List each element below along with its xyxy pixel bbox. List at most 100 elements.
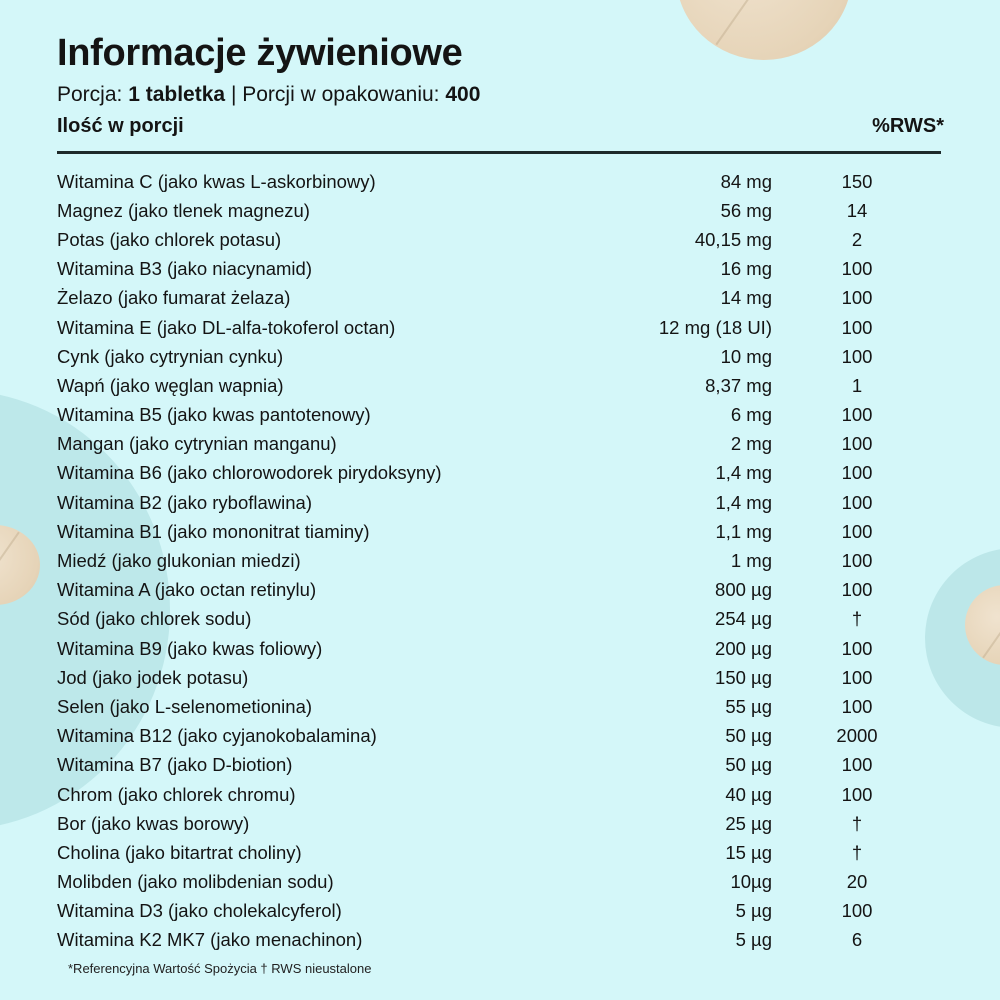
nutrient-rws: 100 [841,462,873,484]
nutrient-name: Molibden (jako molibdenian sodu) [57,871,334,893]
nutrient-rws: 150 [841,170,873,192]
nutrient-amount: 40 µg [725,783,772,805]
table-row: Molibden (jako molibdenian sodu) 10µg 20 [57,868,942,897]
nutrient-name: Mangan (jako cytrynian manganu) [57,433,337,455]
nutrient-name: Cynk (jako cytrynian cynku) [57,345,284,367]
table-row: Witamina B12 (jako cyjanokobalamina) 50 µ… [57,722,942,751]
nutrient-rws: 1 [851,374,863,396]
nutrient-amount: 14 mg [720,287,772,309]
page-title: Informacje żywieniowe [57,32,463,74]
nutrient-amount: 10µg [730,871,772,893]
nutrient-amount: 1 mg [730,550,772,572]
table-row: Witamina B7 (jako D-biotion) 50 µg 100 [57,751,942,780]
nutrient-amount: 150 µg [715,666,772,688]
nutrient-amount: 1,4 mg [715,491,772,513]
nutrient-rws: 100 [841,258,873,280]
nutrient-name: Witamina K2 MK7 (jako menachinon) [57,929,363,951]
nutrient-name: Jod (jako jodek potasu) [57,666,249,688]
nutrient-amount: 6 mg [730,404,772,426]
nutrient-amount: 25 µg [725,812,772,834]
nutrient-amount: 40,15 mg [694,228,772,250]
nutrient-rws: 100 [841,900,873,922]
nutrient-name: Witamina A (jako octan retinylu) [57,579,317,601]
nutrient-rws: 100 [841,345,873,367]
nutrient-name: Potas (jako chlorek potasu) [57,228,282,250]
table-row: Chrom (jako chlorek chromu) 40 µg 100 [57,780,942,809]
table-header: Ilość w porcji %RWS* [57,112,944,140]
nutrient-rws: 100 [841,637,873,659]
nutrient-rws: † [851,841,863,863]
table-row: Wapń (jako węglan wapnia) 8,37 mg 1 [57,371,942,400]
nutrient-name: Witamina B5 (jako kwas pantotenowy) [57,404,371,426]
nutrient-amount: 84 mg [720,170,772,192]
nutrient-name: Bor (jako kwas borowy) [57,812,250,834]
table-row: Żelazo (jako fumarat żelaza) 14 mg 100 [57,284,942,313]
footnote: *Referencyjna Wartość Spożycia † RWS nie… [68,961,372,976]
nutrient-amount: 5 µg [735,929,772,951]
nutrient-name: Witamina D3 (jako cholekalcyferol) [57,900,342,922]
header-divider [57,151,941,154]
nutrient-rws: 100 [841,433,873,455]
table-row: Witamina B2 (jako ryboflawina) 1,4 mg 100 [57,488,942,517]
nutrient-name: Żelazo (jako fumarat żelaza) [57,287,291,309]
per-package-label: Porcji w opakowaniu: [242,83,440,106]
nutrient-rws: 100 [841,754,873,776]
amount-column-header: Ilość w porcji [57,115,184,137]
nutrient-name: Wapń (jako węglan wapnia) [57,374,284,396]
nutrient-rws: 100 [841,287,873,309]
nutrient-name: Miedź (jako glukonian miedzi) [57,550,301,572]
table-row: Selen (jako L-selenometionina) 55 µg 100 [57,692,942,721]
table-row: Witamina D3 (jako cholekalcyferol) 5 µg 10… [57,897,942,926]
nutrient-name: Witamina B2 (jako ryboflawina) [57,491,312,513]
table-row: Magnez (jako tlenek magnezu) 56 mg 14 [57,196,942,225]
nutrient-amount: 50 µg [725,754,772,776]
nutrient-rws: 100 [841,695,873,717]
nutrient-rws: 100 [841,550,873,572]
nutrient-amount: 2 mg [730,433,772,455]
nutrient-rws: 2 [851,228,863,250]
table-row: Witamina B6 (jako chlorowodorek pirydoks… [57,459,942,488]
nutrient-amount: 16 mg [720,258,772,280]
per-package-value: 400 [445,83,481,106]
nutrient-amount: 800 µg [715,579,772,601]
table-row: Bor (jako kwas borowy) 25 µg † [57,809,942,838]
table-row: Jod (jako jodek potasu) 150 µg 100 [57,663,942,692]
nutrient-name: Witamina B6 (jako chlorowodorek pirydoks… [57,462,442,484]
table-row: Witamina B5 (jako kwas pantotenowy) 6 mg 1… [57,401,942,430]
nutrient-amount: 50 µg [725,725,772,747]
table-row: Witamina C (jako kwas L-askorbinowy) 84 m… [57,167,942,196]
nutrient-rws: 100 [841,491,873,513]
nutrient-table: Witamina C (jako kwas L-askorbinowy) 84 m… [57,167,942,955]
nutrient-rws: 2000 [836,725,878,747]
nutrient-rws: 20 [846,871,868,893]
table-row: Witamina K2 MK7 (jako menachinon) 5 µg 6 [57,926,942,955]
nutrient-name: Selen (jako L-selenometionina) [57,695,313,717]
nutrient-name: Sód (jako chlorek sodu) [57,608,252,630]
nutrition-facts-panel: Informacje żywieniowe Porcja: 1 tabletka… [57,30,944,955]
nutrient-name: Cholina (jako bitartrat choliny) [57,841,302,863]
table-row: Sód (jako chlorek sodu) 254 µg † [57,605,942,634]
nutrient-amount: 10 mg [720,345,772,367]
nutrient-name: Witamina E (jako DL-alfa-tokoferol octan… [57,316,396,338]
table-row: Mangan (jako cytrynian manganu) 2 mg 100 [57,430,942,459]
table-row: Cholina (jako bitartrat choliny) 15 µg † [57,838,942,867]
table-row: Witamina B1 (jako mononitrat tiaminy) 1,1… [57,517,942,546]
nutrient-rws: 100 [841,404,873,426]
table-row: Witamina A (jako octan retinylu) 800 µg 10… [57,576,942,605]
portion-label: Porcja: [57,83,123,106]
nutrient-rws: † [851,608,863,630]
table-row: Witamina B9 (jako kwas foliowy) 200 µg 100 [57,634,942,663]
nutrient-name: Witamina B7 (jako D-biotion) [57,754,293,776]
rws-column-header: %RWS* [872,115,944,137]
nutrient-amount: 56 mg [720,199,772,221]
nutrient-rws: 100 [841,316,873,338]
nutrient-amount: 55 µg [725,695,772,717]
nutrient-rws: 100 [841,666,873,688]
portion-value: 1 tabletka [128,83,226,106]
nutrient-name: Magnez (jako tlenek magnezu) [57,199,310,221]
nutrient-amount: 254 µg [715,608,772,630]
nutrient-amount: 5 µg [735,900,772,922]
nutrient-amount: 8,37 mg [705,374,772,396]
nutrient-rws: † [851,812,863,834]
nutrient-name: Chrom (jako chlorek chromu) [57,783,296,805]
